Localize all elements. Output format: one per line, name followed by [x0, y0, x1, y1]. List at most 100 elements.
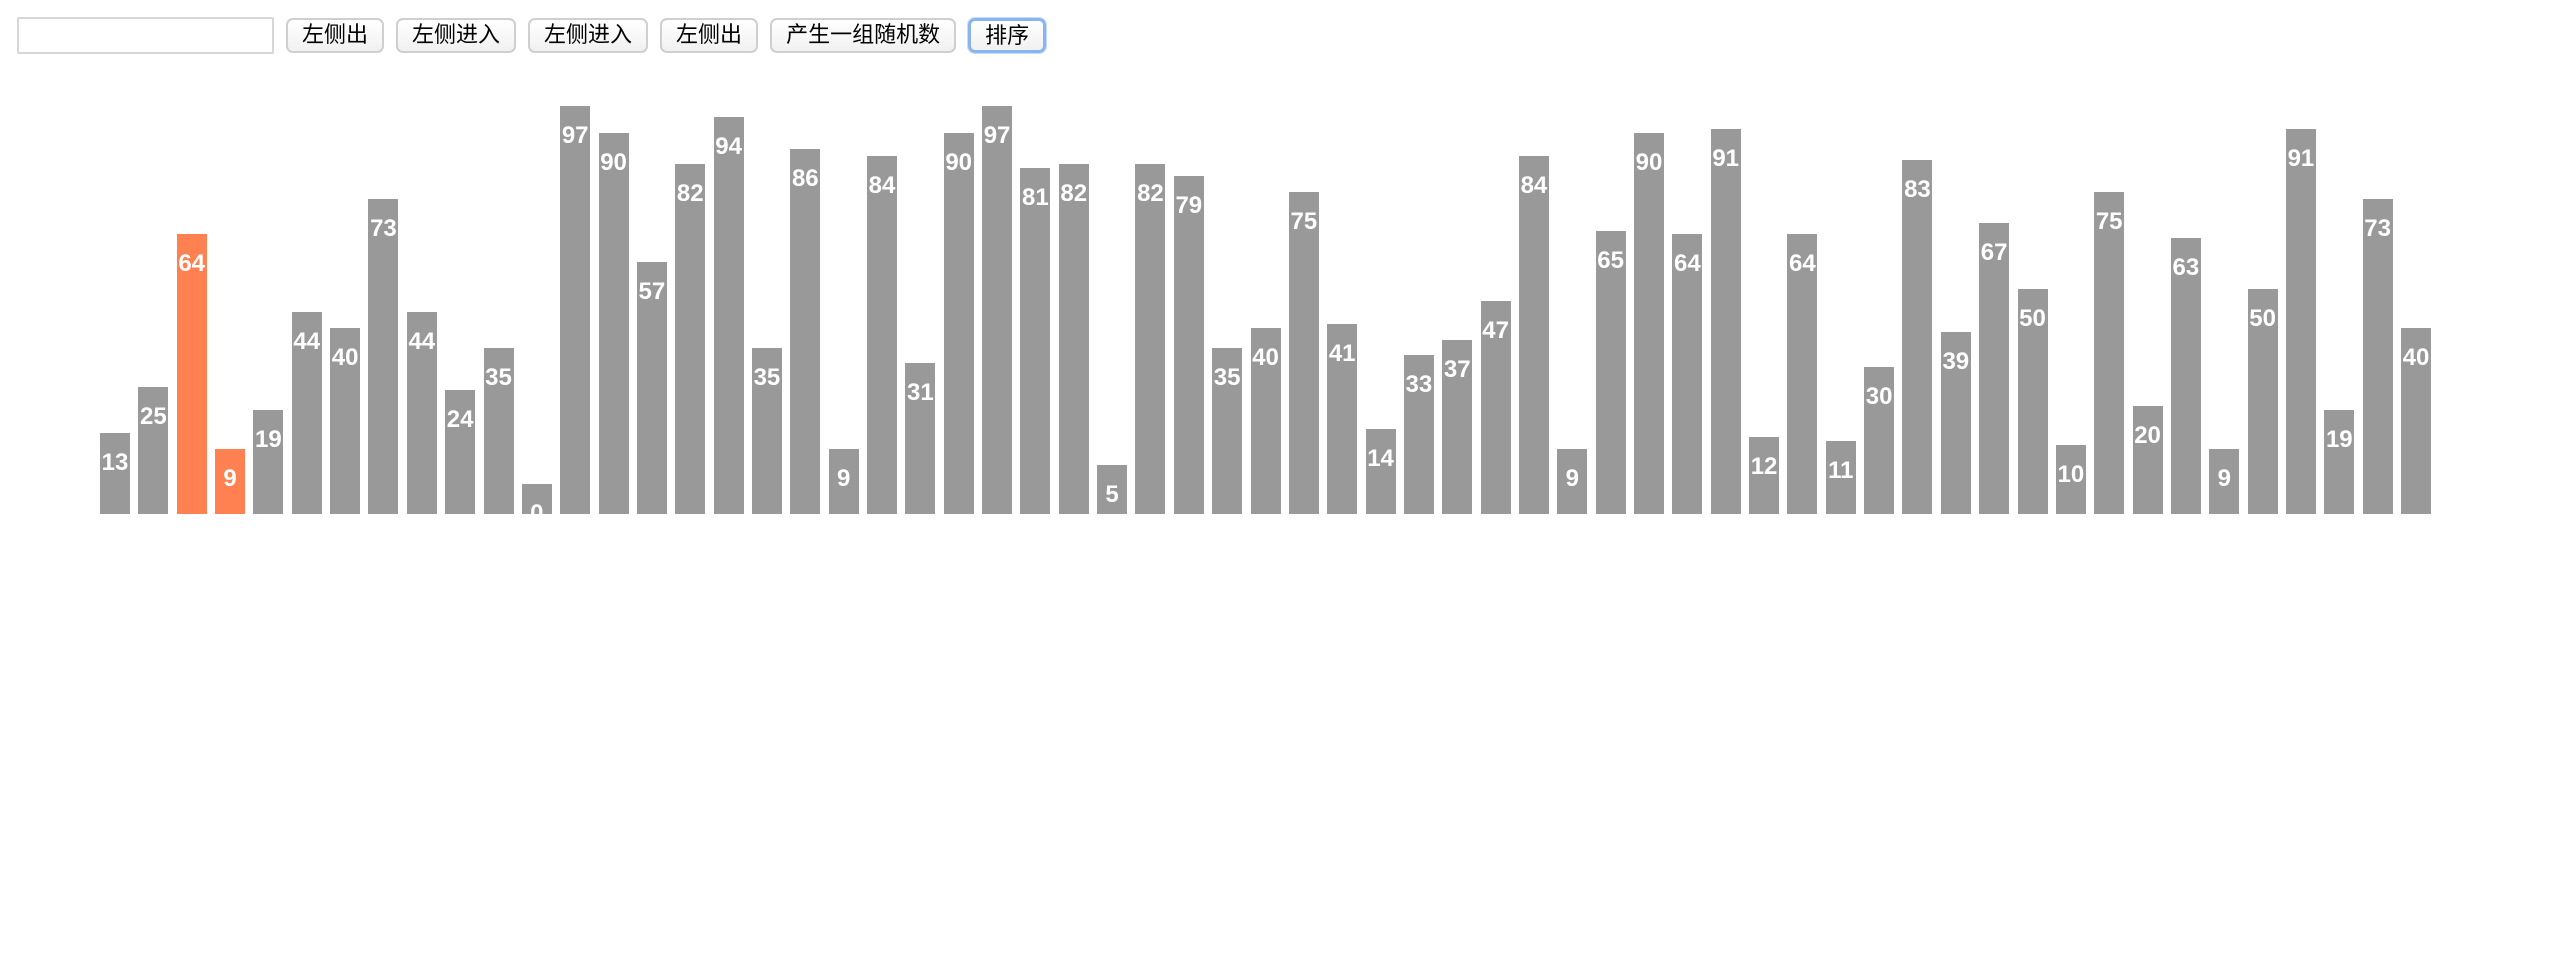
bar[interactable]: 84	[867, 156, 897, 514]
bar-value-label: 84	[1520, 172, 1548, 200]
bar[interactable]: 40	[1250, 328, 1281, 514]
bar[interactable]: 64	[1787, 234, 1818, 514]
bar-value-label: 35	[1213, 363, 1241, 391]
bar-value-label: 63	[2172, 254, 2200, 282]
bar-value-label: 39	[1942, 347, 1970, 375]
bar[interactable]: 64	[1672, 234, 1703, 514]
bar[interactable]: 9	[2209, 448, 2240, 514]
bar[interactable]: 35	[751, 347, 782, 514]
left-out-button-2[interactable]: 左侧出	[660, 18, 759, 53]
bar-value-label: 90	[1635, 149, 1663, 176]
bar[interactable]: 91	[2285, 129, 2316, 514]
bar[interactable]: 82	[1058, 164, 1089, 514]
bar-value-label: 37	[1443, 355, 1471, 383]
bar-value-label: 19	[255, 425, 282, 453]
bar[interactable]: 44	[291, 312, 322, 514]
bar[interactable]: 84	[1518, 156, 1549, 514]
bar-value-label: 35	[753, 363, 781, 391]
bar-value-label: 64	[1673, 250, 1701, 278]
bar[interactable]: 20	[2132, 406, 2163, 514]
bar-value-label: 65	[1597, 246, 1624, 274]
bar[interactable]: 24	[445, 390, 476, 514]
random-numbers-button[interactable]: 产生一组随机数	[770, 18, 957, 53]
bar[interactable]: 35	[1212, 347, 1243, 514]
bar[interactable]: 9	[215, 448, 246, 514]
bar[interactable]: 44	[406, 312, 437, 514]
sort-button[interactable]: 排序	[968, 18, 1047, 53]
bar[interactable]: 94	[713, 117, 744, 514]
bar-value-label: 97	[983, 121, 1011, 149]
bar[interactable]: 12	[1749, 437, 1780, 514]
bar[interactable]: 25	[138, 386, 169, 514]
bar-value-label: 84	[868, 172, 896, 200]
bar-value-label: 82	[1137, 180, 1164, 208]
bar[interactable]: 35	[483, 347, 514, 514]
bar-value-label: 24	[446, 406, 474, 434]
bar-value-label: 44	[408, 328, 436, 356]
bar-value-label: 97	[561, 121, 589, 149]
bar[interactable]: 73	[368, 199, 399, 514]
bar-value-label: 41	[1328, 340, 1356, 368]
left-out-button[interactable]: 左侧出	[286, 18, 385, 53]
bar-value-label: 40	[1252, 344, 1279, 371]
bar-value-label: 57	[638, 277, 666, 305]
number-input[interactable]	[17, 17, 274, 54]
bar[interactable]: 9	[828, 448, 859, 514]
left-in-button-2[interactable]: 左侧进入	[528, 18, 649, 53]
bar[interactable]: 0	[521, 484, 552, 527]
bar-value-label: 30	[1865, 383, 1893, 410]
bar[interactable]: 90	[943, 133, 974, 514]
bar-value-label: 81	[1022, 184, 1049, 212]
bar[interactable]: 75	[1288, 191, 1319, 514]
bar[interactable]: 97	[982, 105, 1013, 514]
bar[interactable]: 82	[1135, 164, 1166, 514]
bar[interactable]: 40	[2401, 328, 2431, 514]
bar[interactable]: 86	[790, 148, 821, 514]
bar[interactable]: 9	[1557, 448, 1588, 514]
bar-value-label: 82	[676, 180, 704, 208]
bar[interactable]: 91	[1710, 129, 1741, 514]
bar-value-label: 5	[1105, 480, 1119, 508]
bar[interactable]: 50	[2017, 289, 2048, 514]
bar[interactable]: 19	[253, 409, 284, 514]
bar[interactable]: 57	[636, 261, 667, 514]
bar[interactable]: 40	[330, 328, 361, 514]
bar[interactable]: 19	[2324, 409, 2355, 514]
bar-value-label: 83	[1904, 176, 1931, 204]
bar[interactable]: 33	[1403, 355, 1434, 514]
bar[interactable]: 75	[2094, 191, 2125, 514]
bar[interactable]: 73	[2362, 199, 2393, 514]
bar[interactable]: 41	[1327, 324, 1358, 514]
bar-value-label: 90	[600, 149, 627, 176]
bar-value-label: 50	[2019, 305, 2046, 332]
left-in-button[interactable]: 左侧进入	[396, 18, 517, 53]
bar-value-label: 47	[1482, 316, 1509, 344]
bar[interactable]: 47	[1480, 300, 1511, 514]
bar[interactable]: 11	[1825, 441, 1856, 514]
bar[interactable]: 82	[675, 164, 706, 514]
bar[interactable]: 39	[1940, 331, 1971, 514]
bar[interactable]: 30	[1864, 367, 1895, 514]
bar[interactable]: 64	[176, 234, 207, 514]
bar[interactable]: 97	[560, 105, 591, 514]
bar[interactable]: 90	[598, 133, 629, 514]
bar[interactable]: 10	[2055, 445, 2086, 514]
bar-value-label: 9	[2217, 464, 2231, 492]
bar-value-label: 9	[836, 464, 851, 492]
bar-value-label: 79	[1175, 191, 1203, 219]
bar[interactable]: 13	[100, 433, 130, 514]
bar[interactable]: 67	[1979, 222, 2010, 514]
bar[interactable]: 79	[1173, 175, 1204, 514]
bar-value-label: 67	[1980, 238, 2008, 266]
bar[interactable]: 90	[1634, 133, 1664, 514]
bar[interactable]: 14	[1365, 429, 1396, 514]
bar-chart: 13 25 64 9 19 44 40 73 44 24 35 0 97 90 57 82 94 35 86 9 84 3…	[100, 88, 2440, 527]
bar[interactable]: 63	[2170, 238, 2201, 514]
bar[interactable]: 65	[1595, 230, 1626, 514]
bar[interactable]: 31	[905, 363, 936, 514]
bar[interactable]: 50	[2247, 289, 2278, 514]
bar[interactable]: 37	[1442, 339, 1473, 514]
bar[interactable]: 83	[1902, 160, 1933, 514]
bar[interactable]: 81	[1020, 168, 1051, 514]
bar[interactable]: 5	[1097, 464, 1128, 514]
